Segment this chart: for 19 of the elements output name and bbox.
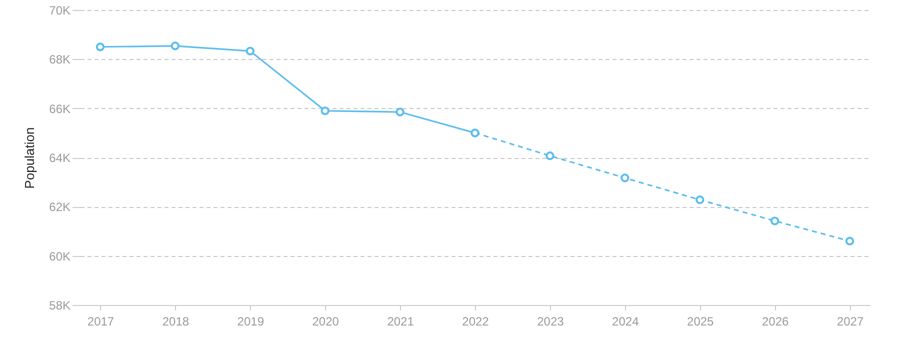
x-tick-label: 2025: [687, 314, 714, 328]
x-tick-label: 2021: [387, 314, 414, 328]
y-tick-label: 64K: [49, 151, 70, 165]
x-tick-label: 2023: [537, 314, 564, 328]
y-tick-label: 62K: [49, 200, 70, 214]
x-tick-label: 2024: [612, 314, 640, 328]
x-tick-label: 2020: [312, 314, 340, 328]
y-axis-title: Population: [22, 127, 38, 189]
y-tick-label: 66K: [49, 102, 70, 116]
x-tick-label: 2026: [762, 314, 789, 328]
x-tick-label: 2017: [87, 314, 114, 328]
x-tick-label: 2019: [237, 314, 264, 328]
x-tick-label: 2018: [162, 314, 190, 328]
y-tick-label: 70K: [49, 4, 70, 18]
y-tick-label: 60K: [49, 249, 70, 264]
y-tick-label: 58K: [49, 298, 70, 312]
x-tick-label: 2022: [462, 314, 490, 328]
y-tick-label: 68K: [49, 52, 70, 67]
x-tick-label: 2027: [836, 314, 864, 328]
